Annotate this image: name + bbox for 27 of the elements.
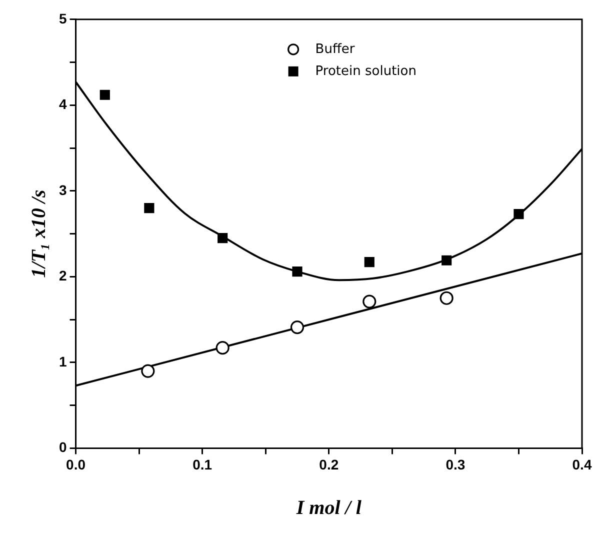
point [440, 291, 454, 305]
point [290, 320, 304, 334]
legend-label: Protein solution [315, 64, 416, 79]
point [514, 209, 524, 220]
point [218, 233, 228, 244]
point [216, 341, 230, 355]
y-tick-label: 3 [58, 182, 67, 198]
point [141, 364, 155, 378]
x-tick-label: 0.1 [192, 456, 212, 472]
point [442, 255, 452, 266]
y-tick-label: 0 [58, 439, 67, 456]
y-tick-label: 2 [58, 268, 67, 284]
point [362, 294, 376, 308]
legend-label: Buffer [315, 42, 356, 57]
y-tick-label: 1 [58, 353, 67, 370]
y-axis-title: 1/T₁ x10 /s [28, 190, 50, 278]
y-tick-label: 5 [58, 10, 67, 26]
point [100, 90, 110, 100]
x-tick-label: 0.0 [66, 456, 86, 472]
x-tick-label: 0.4 [572, 456, 592, 472]
x-axis-title: I mol / l [295, 497, 362, 520]
point [364, 257, 374, 268]
y-tick-label: 4 [58, 96, 67, 112]
x-tick-label: 0.2 [319, 456, 339, 472]
x-tick-label: 0.3 [446, 456, 466, 472]
point [144, 203, 154, 214]
point [292, 266, 302, 277]
